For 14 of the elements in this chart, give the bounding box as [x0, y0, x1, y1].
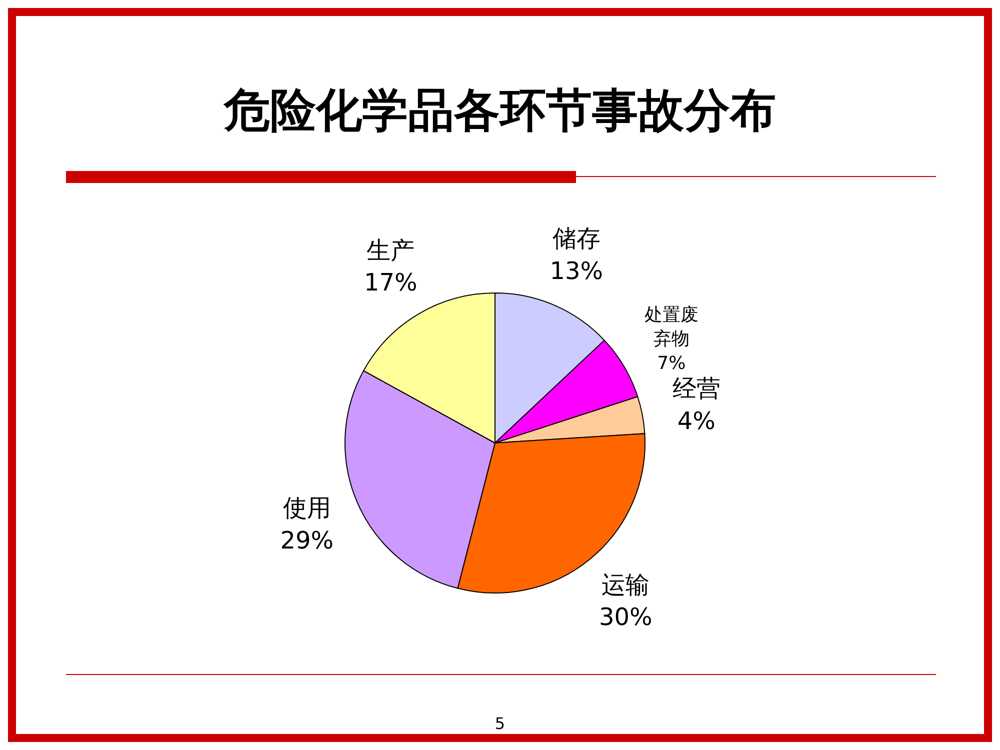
data-label: 4% — [677, 406, 716, 435]
slice-label: 处置废弃物 — [644, 304, 698, 350]
data-label: 7% — [657, 352, 686, 374]
slice-label: 运输 — [602, 570, 650, 599]
slice-label: 经营 — [672, 374, 720, 402]
chart-title: 危险化学品各环节事故分布 — [222, 82, 777, 139]
data-label: 29% — [280, 526, 334, 555]
data-label: 13% — [550, 257, 604, 286]
data-label: 30% — [599, 603, 652, 632]
data-label: 17% — [364, 268, 418, 297]
slice-label: 生产 — [366, 236, 415, 264]
slice-label: 使用 — [282, 494, 331, 522]
slice-label: 储存 — [552, 224, 600, 253]
text: 5 — [494, 714, 506, 733]
